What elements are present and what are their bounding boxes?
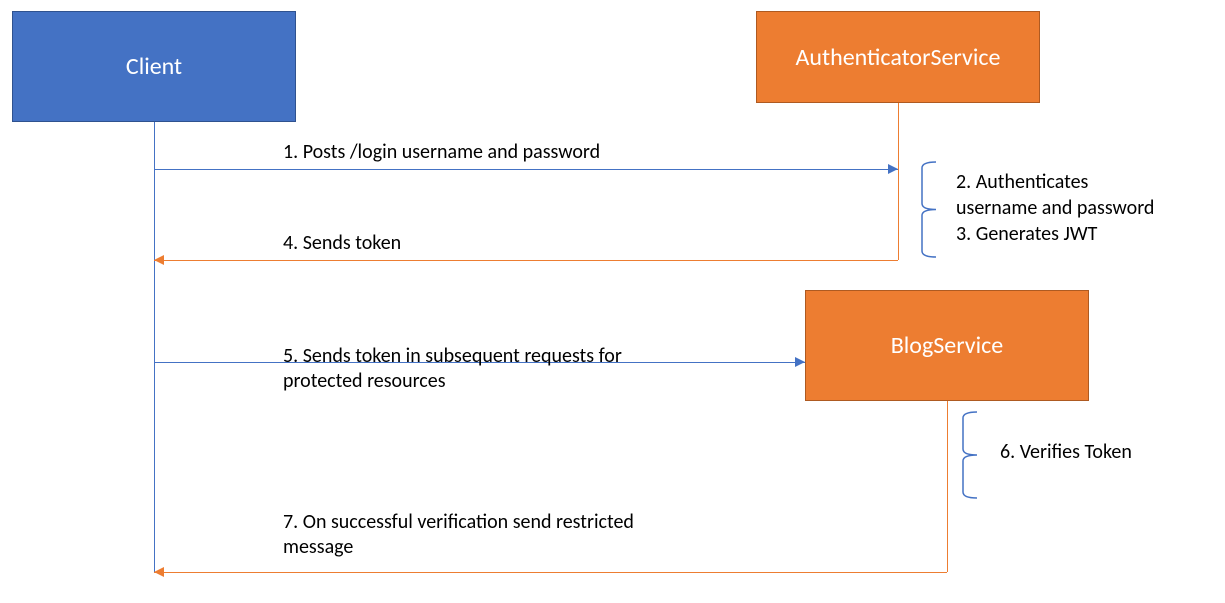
- brace-label-b2-0: 6. Verifies Token: [1000, 440, 1132, 465]
- message-label-m4: 4. Sends token: [283, 231, 401, 256]
- box-label-blog: BlogService: [891, 331, 1004, 360]
- box-label-auth: AuthenticatorService: [796, 43, 1001, 72]
- message-line-m7: [154, 572, 947, 573]
- box-blog: BlogService: [805, 290, 1089, 401]
- message-line-m4: [154, 260, 898, 261]
- message-line-m1: [154, 169, 898, 170]
- diagram-stage: Client AuthenticatorService BlogService 1. …: [0, 0, 1225, 603]
- lifeline-client: [154, 122, 155, 572]
- box-client: Client: [12, 11, 296, 122]
- lifeline-auth: [898, 103, 899, 260]
- brace-label-b1-0: 2. Authenticates: [956, 170, 1088, 195]
- message-label-m7: 7. On successful verification send restr…: [283, 510, 634, 560]
- box-label-client: Client: [126, 52, 182, 81]
- brace-label-b1-1: username and password: [956, 196, 1154, 221]
- message-arrowhead-m7: [154, 567, 164, 577]
- message-arrowhead-m1: [888, 164, 898, 174]
- message-label-m1: 1. Posts /login username and password: [283, 140, 600, 165]
- message-arrowhead-m5: [795, 357, 805, 367]
- brace-b2: [963, 412, 981, 498]
- lifeline-blog: [947, 401, 948, 572]
- box-auth: AuthenticatorService: [756, 11, 1040, 103]
- message-label-m5: 5. Sends token in subsequent requests fo…: [283, 344, 622, 394]
- message-arrowhead-m4: [154, 255, 164, 265]
- brace-b1: [922, 162, 940, 257]
- brace-label-b1-2: 3. Generates JWT: [956, 222, 1097, 247]
